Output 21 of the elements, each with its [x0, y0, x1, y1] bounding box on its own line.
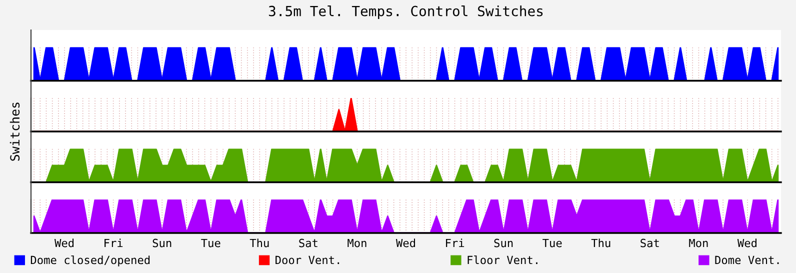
x-tick-label: Fri	[104, 238, 123, 248]
legend-label: Dome closed/opened	[30, 256, 150, 266]
x-tick-label: Mon	[689, 238, 708, 248]
x-tick-label: Sun	[494, 238, 513, 248]
legend-label: Dome Vent.	[715, 256, 779, 264]
x-tick-label: Sat	[299, 238, 318, 248]
x-tick-label: Wed	[396, 238, 415, 248]
x-tick-label: Wed	[54, 238, 74, 248]
legend-label: Floor Vent.	[468, 256, 538, 264]
legend-label: Door Vent.	[276, 256, 340, 264]
x-tick-label: Mon	[348, 238, 366, 248]
x-tick-label: Wed	[737, 238, 756, 248]
x-tick-label: Tue	[201, 238, 220, 248]
x-tick-label: Fri	[446, 238, 464, 248]
y-axis-title: Switches	[10, 102, 20, 161]
x-tick-label: Sun	[152, 238, 172, 248]
x-tick-label: Thu	[250, 238, 269, 248]
x-tick-label: Thu	[591, 238, 610, 248]
x-tick-label: Tue	[542, 238, 562, 248]
x-tick-label: Sat	[640, 238, 659, 248]
chart-title: 3.5m Tel. Temps. Control Switches	[268, 5, 543, 19]
